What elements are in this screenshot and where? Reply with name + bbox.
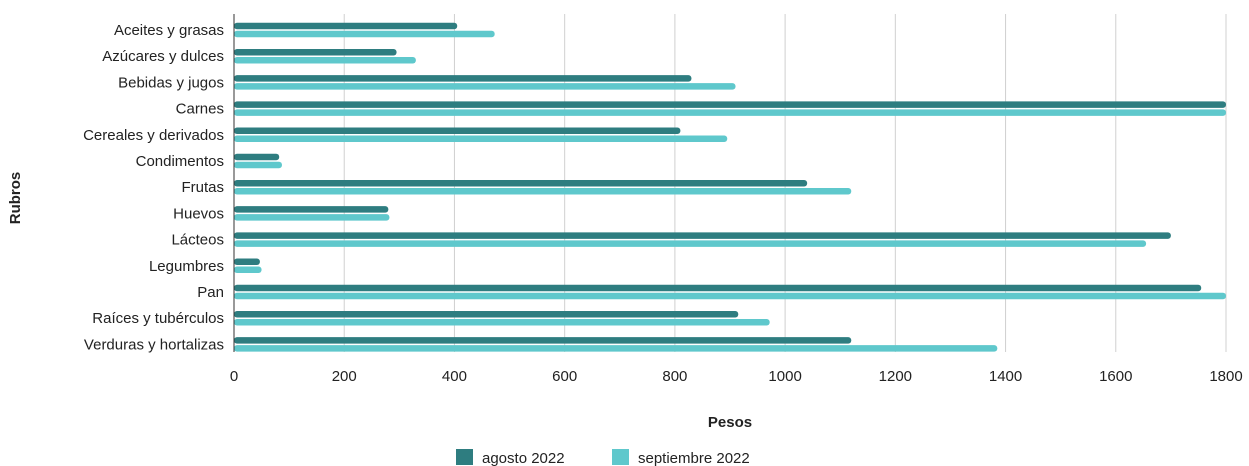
bars [234, 22, 1226, 352]
category-label-aceites-y-grasas: Aceites y grasas [114, 22, 224, 39]
category-label-verduras-y-hortalizas: Verduras y hortalizas [84, 336, 224, 353]
bar-septiembre-2022-bebidas-y-jugos [234, 83, 736, 90]
x-tick-label-1400: 1400 [989, 368, 1022, 385]
category-label-raices-y-tuberculos: Raíces y tubérculos [92, 310, 224, 327]
bar-agosto-2022-azucares-y-dulces [234, 48, 397, 56]
x-tick-label-800: 800 [662, 368, 687, 385]
legend: agosto 2022 septiembre 2022 [456, 449, 750, 466]
bar-septiembre-2022-aceites-y-grasas [234, 30, 495, 38]
bar-septiembre-2022-frutas [234, 187, 852, 195]
bar-septiembre-2022-legumbres [234, 266, 262, 274]
y-axis-title: Rubros [7, 172, 24, 225]
x-tick-label-600: 600 [552, 368, 577, 385]
category-label-frutas: Frutas [181, 179, 224, 196]
bar-agosto-2022-cereales-y-derivados [234, 127, 681, 135]
bar-agosto-2022-pan [234, 284, 1202, 292]
bar-agosto-2022-lacteos [234, 232, 1171, 239]
category-label-lacteos: Lácteos [171, 232, 224, 249]
bar-agosto-2022-aceites-y-grasas [234, 22, 458, 30]
legend-swatch-septiembre-2022 [612, 449, 629, 465]
x-tick-labels: 0 200 400 600 800 1000 1200 1400 1600 1800 [230, 368, 1243, 385]
x-tick-label-0: 0 [230, 368, 238, 385]
x-axis-title: Pesos [708, 414, 752, 431]
bar-agosto-2022-carnes [234, 101, 1226, 108]
category-label-pan: Pan [197, 284, 224, 301]
legend-label-septiembre-2022: septiembre 2022 [638, 450, 750, 466]
x-tick-label-400: 400 [442, 368, 467, 385]
x-tick-label-1200: 1200 [879, 368, 912, 385]
x-tick-label-1600: 1600 [1099, 368, 1132, 385]
bar-agosto-2022-condimentos [234, 153, 280, 161]
bar-septiembre-2022-azucares-y-dulces [234, 56, 416, 64]
bar-septiembre-2022-pan [234, 292, 1226, 300]
bar-septiembre-2022-raices-y-tuberculos [234, 318, 770, 326]
legend-swatch-agosto-2022 [456, 449, 473, 465]
bar-septiembre-2022-carnes [234, 109, 1226, 116]
category-labels: Aceites y grasas Azúcares y dulces Bebidas… [83, 22, 224, 353]
bar-septiembre-2022-condimentos [234, 161, 282, 169]
bar-septiembre-2022-lacteos [234, 240, 1147, 247]
bar-septiembre-2022-verduras-y-hortalizas [234, 345, 998, 352]
category-label-azucares-y-dulces: Azúcares y dulces [102, 48, 224, 65]
category-label-huevos: Huevos [173, 205, 224, 222]
category-label-carnes: Carnes [176, 101, 224, 118]
bar-agosto-2022-frutas [234, 179, 808, 187]
x-tick-label-1000: 1000 [768, 368, 801, 385]
category-label-bebidas-y-jugos: Bebidas y jugos [118, 74, 224, 91]
bar-septiembre-2022-cereales-y-derivados [234, 135, 728, 143]
category-label-cereales-y-derivados: Cereales y derivados [83, 127, 224, 144]
x-tick-label-1800: 1800 [1209, 368, 1242, 385]
bar-septiembre-2022-huevos [234, 214, 390, 221]
bar-agosto-2022-raices-y-tuberculos [234, 310, 739, 318]
bar-agosto-2022-legumbres [234, 258, 260, 266]
bar-agosto-2022-bebidas-y-jugos [234, 75, 692, 82]
legend-label-agosto-2022: agosto 2022 [482, 450, 565, 466]
category-label-condimentos: Condimentos [136, 153, 224, 170]
category-label-legumbres: Legumbres [149, 258, 224, 275]
bar-agosto-2022-huevos [234, 206, 389, 213]
bar-agosto-2022-verduras-y-hortalizas [234, 337, 852, 344]
x-tick-label-200: 200 [332, 368, 357, 385]
